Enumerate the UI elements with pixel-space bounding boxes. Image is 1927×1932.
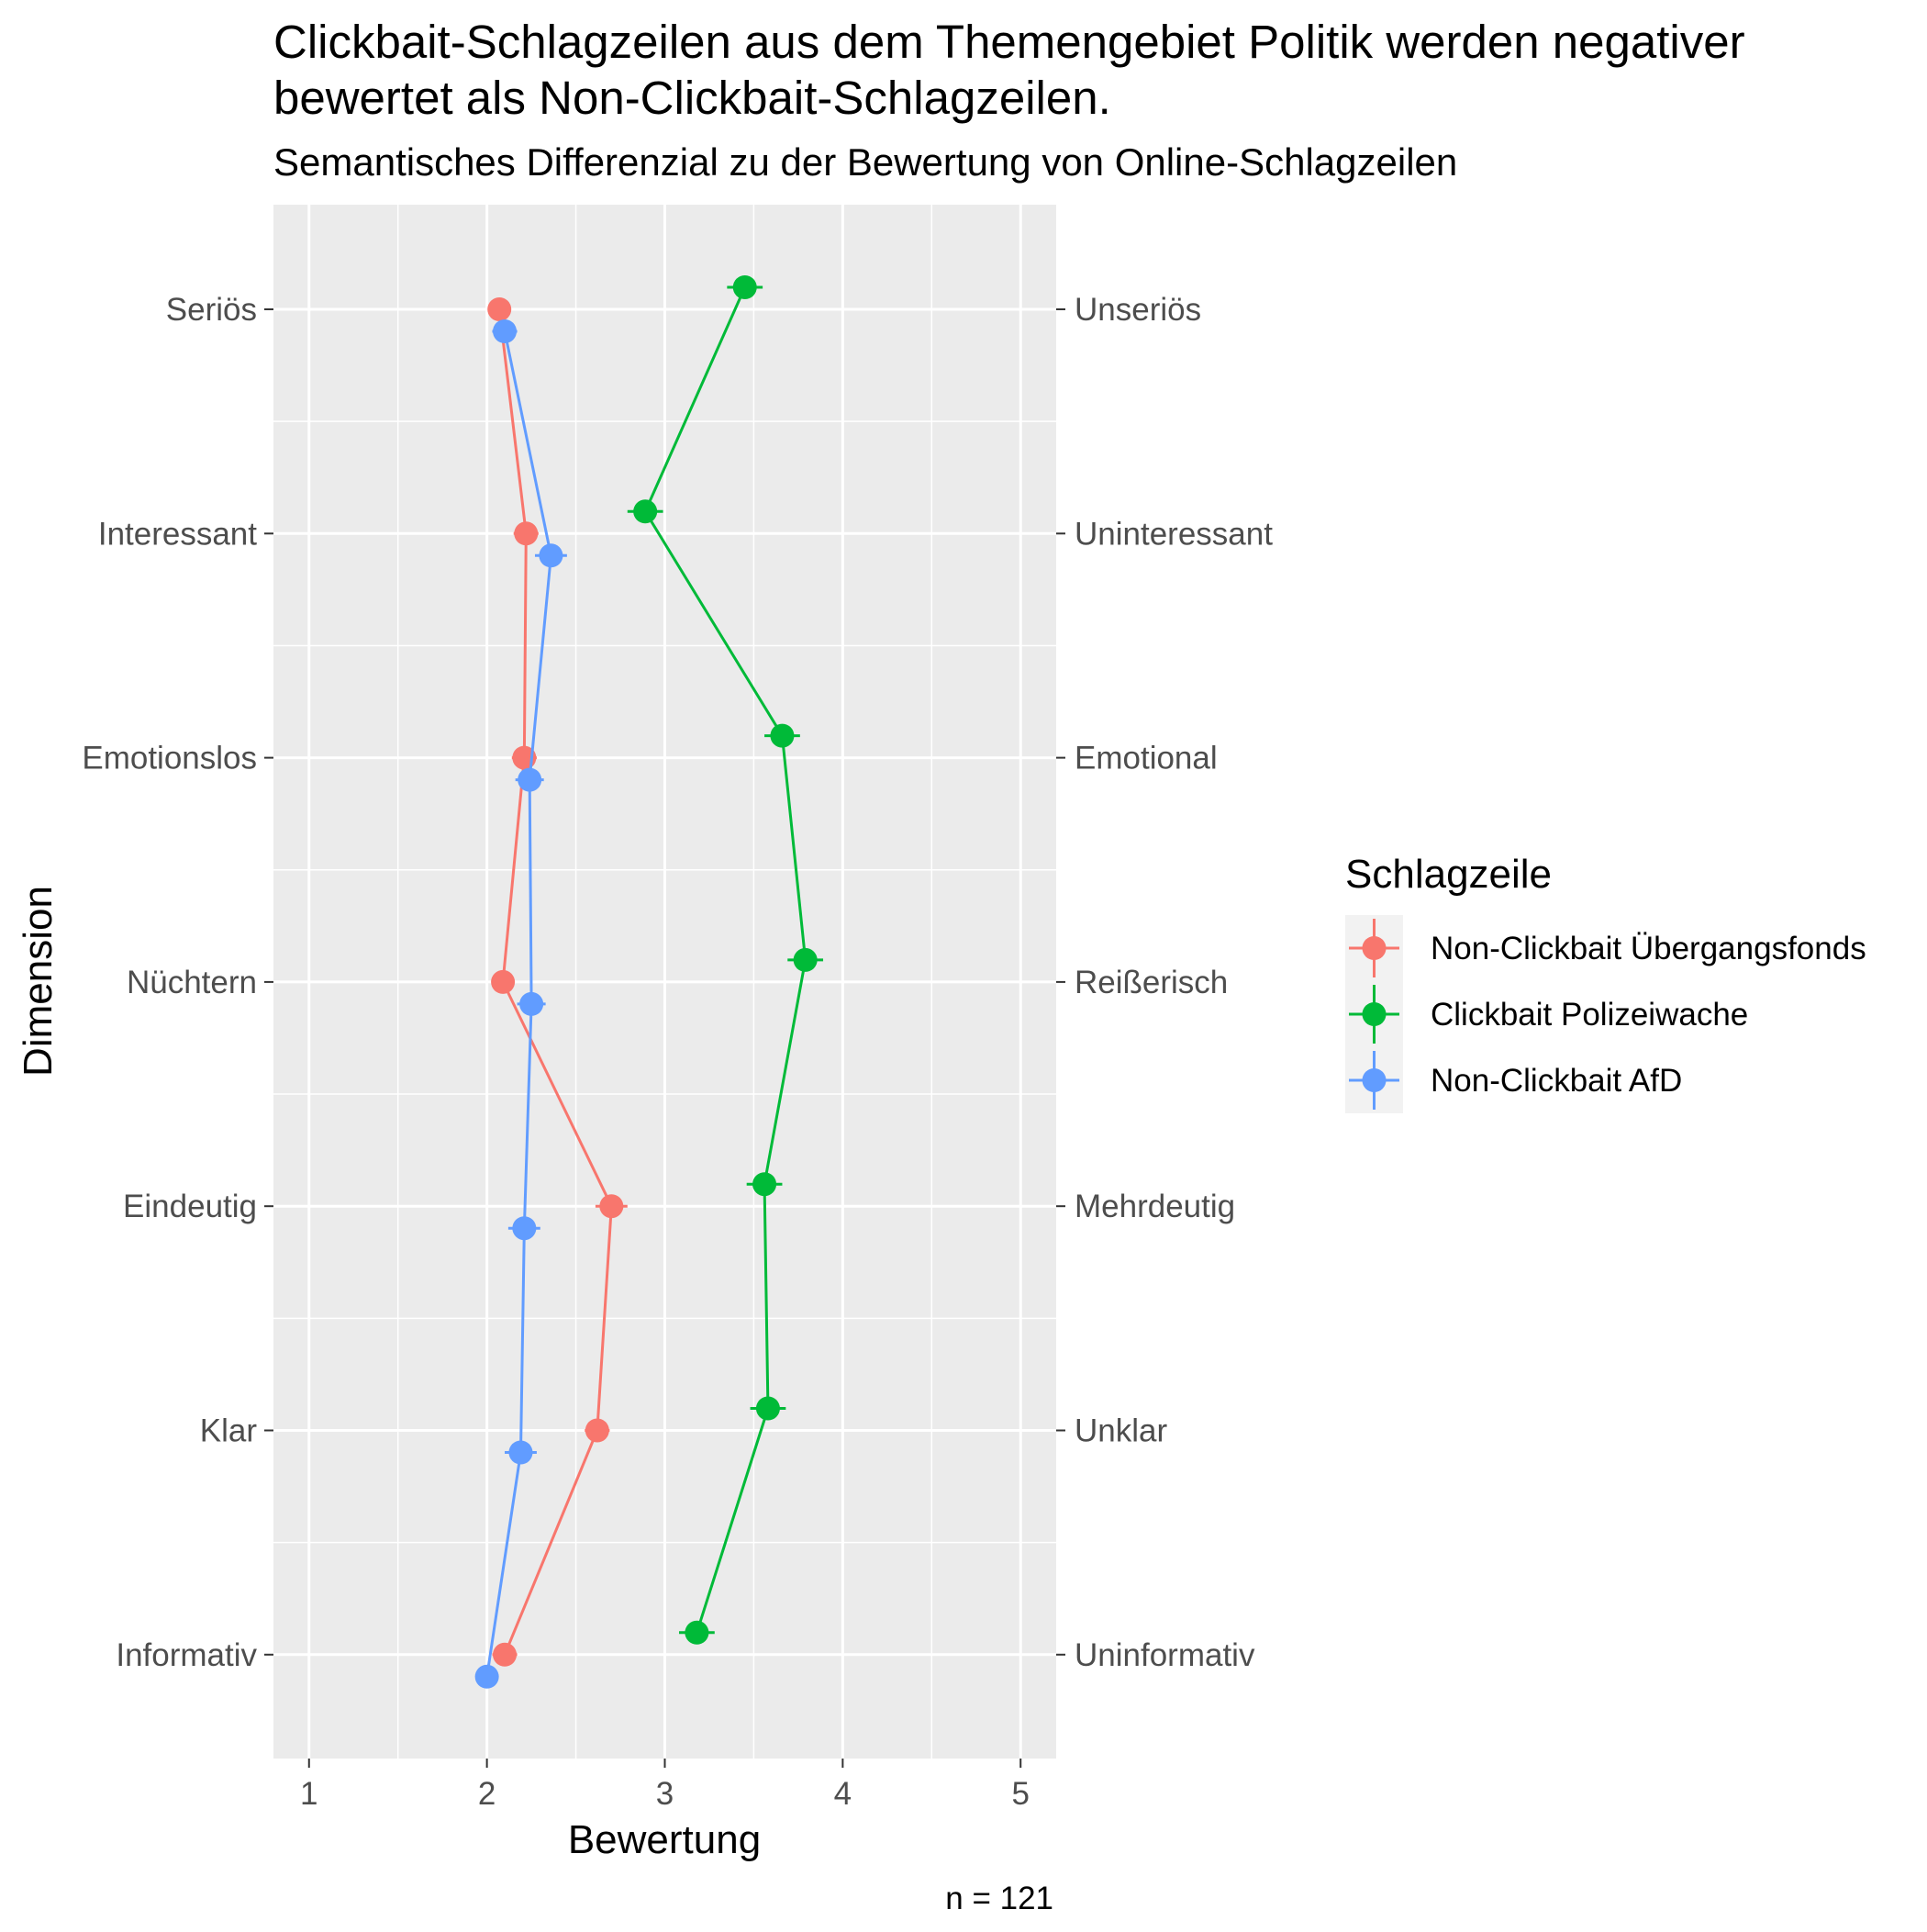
y-tick-label-right: Unklar	[1075, 1413, 1167, 1449]
data-point	[539, 543, 563, 568]
x-tick-label: 1	[300, 1776, 317, 1812]
y-tick-label-left: Seriös	[166, 292, 257, 328]
x-tick-label: 5	[1011, 1776, 1029, 1812]
data-point	[599, 1194, 624, 1219]
x-tick-label: 2	[478, 1776, 496, 1812]
data-point	[474, 1664, 499, 1689]
data-point	[752, 1172, 777, 1197]
y-tick-label-left: Eindeutig	[123, 1189, 257, 1224]
data-point	[512, 1216, 537, 1241]
data-point	[770, 723, 795, 748]
y-tick-label-left: Emotionslos	[82, 741, 257, 776]
y-tick-label-right: Reißerisch	[1075, 965, 1228, 1000]
data-point	[685, 1620, 709, 1645]
y-tick-label-left: Klar	[200, 1413, 258, 1449]
chart-title-line-2: bewertet als Non-Clickbait-Schlagzeilen.	[273, 72, 1111, 124]
data-point	[508, 1440, 533, 1465]
data-point	[633, 499, 658, 524]
y-tick-label-right: Emotional	[1075, 741, 1218, 776]
legend-key-point	[1362, 936, 1387, 960]
y-tick-label-left: Informativ	[116, 1637, 257, 1673]
data-point	[585, 1418, 609, 1443]
y-tick-label-right: Uninformativ	[1075, 1637, 1255, 1673]
y-tick-label-right: Mehrdeutig	[1075, 1189, 1235, 1224]
legend-key-point	[1362, 1068, 1387, 1092]
grid-lines	[273, 205, 1056, 1759]
data-point	[514, 521, 539, 546]
data-point	[518, 767, 542, 792]
legend-key-point	[1362, 1002, 1387, 1026]
data-point	[732, 275, 757, 299]
data-point	[487, 297, 512, 321]
legend-title: Schlagzeile	[1345, 852, 1552, 897]
y-tick-label-left: Nüchtern	[127, 965, 257, 1000]
legend-label: Non-Clickbait AfD	[1431, 1063, 1682, 1099]
series-2	[627, 275, 824, 1645]
chart-title-line-1: Clickbait-Schlagzeilen aus dem Themengeb…	[273, 16, 1745, 68]
x-tick-label: 3	[656, 1776, 674, 1812]
y-tick-label-right: Unseriös	[1075, 292, 1201, 328]
data-point	[493, 1642, 518, 1667]
legend: Schlagzeile Non-Clickbait Übergangsfonds…	[1345, 852, 1866, 1113]
data-point	[755, 1396, 780, 1421]
y-tick-label-left: Interessant	[98, 516, 257, 552]
data-point	[519, 991, 544, 1016]
axes: 1 2 3 4 5 Seriös Unseriös Interessant Uninteress…	[82, 292, 1273, 1812]
legend-item: Non-Clickbait AfD	[1345, 1047, 1682, 1113]
chart-subtitle: Semantisches Differenzial zu der Bewertu…	[273, 140, 1457, 184]
sample-size-caption: n = 121	[945, 1881, 1053, 1916]
x-tick-label: 4	[834, 1776, 852, 1812]
legend-item: Non-Clickbait Übergangsfonds	[1345, 915, 1866, 981]
series-3	[474, 319, 567, 1689]
legend-item: Clickbait Polizeiwache	[1345, 981, 1748, 1047]
legend-label: Clickbait Polizeiwache	[1431, 997, 1748, 1033]
data-point	[493, 319, 518, 343]
legend-keys: Non-Clickbait Übergangsfonds Clickbait Po…	[1345, 915, 1866, 1113]
x-axis-title: Bewertung	[568, 1817, 761, 1862]
y-tick-label-right: Uninteressant	[1075, 516, 1273, 552]
y-axis-title: Dimension	[16, 886, 61, 1077]
data-point	[491, 969, 516, 994]
legend-label: Non-Clickbait Übergangsfonds	[1431, 931, 1866, 966]
data-series	[474, 275, 824, 1689]
data-point	[793, 947, 818, 972]
